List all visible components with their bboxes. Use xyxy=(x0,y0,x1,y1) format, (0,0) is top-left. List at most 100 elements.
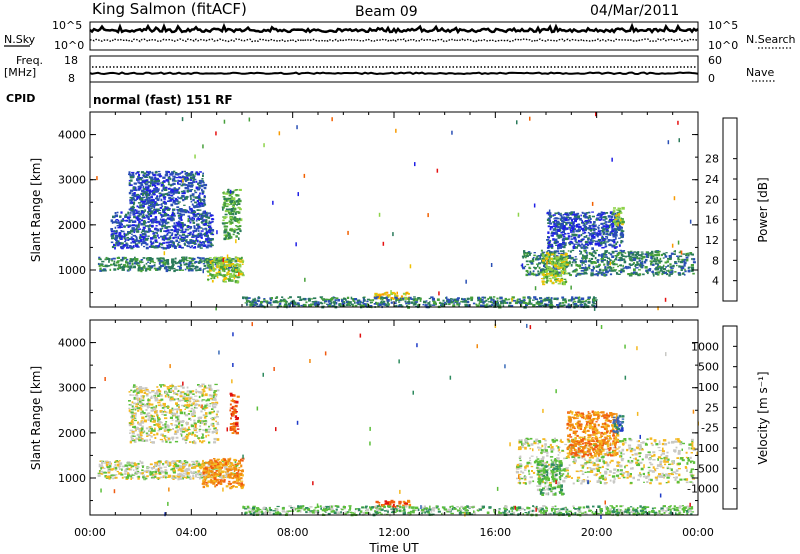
echo-cell xyxy=(288,302,292,306)
echo-cell xyxy=(542,261,545,264)
echo-cell xyxy=(553,257,556,260)
echo-cell xyxy=(199,202,203,205)
echo-cell xyxy=(542,299,544,302)
echo-cell-isolated xyxy=(163,251,166,256)
echo-cell xyxy=(641,260,643,263)
echo-cell xyxy=(177,222,180,226)
echo-cell xyxy=(247,297,251,299)
echo-cell xyxy=(141,210,144,213)
echo-cell xyxy=(564,301,567,304)
echo-cell xyxy=(542,256,545,258)
echo-cell xyxy=(671,271,674,274)
echo-cell xyxy=(587,237,590,240)
echo-cell xyxy=(587,219,590,221)
echo-cell xyxy=(173,177,176,180)
echo-cell xyxy=(386,304,388,308)
echo-cell xyxy=(135,467,137,469)
echo-cell xyxy=(589,225,592,228)
echo-cell xyxy=(554,212,558,215)
echo-cell xyxy=(550,304,554,307)
echo-cell xyxy=(205,245,209,249)
echo-cell xyxy=(571,211,573,214)
echo-cell xyxy=(567,232,570,235)
echo-cell xyxy=(572,211,575,213)
echo-cell xyxy=(132,214,136,216)
echo-cell xyxy=(665,266,667,268)
echo-cell xyxy=(119,235,123,238)
echo-cell xyxy=(196,236,200,238)
echo-cell xyxy=(544,254,548,256)
echo-cell xyxy=(196,476,200,478)
echo-cell xyxy=(560,215,563,219)
echo-cell xyxy=(526,263,530,266)
echo-cell xyxy=(130,176,134,179)
echo-cell xyxy=(125,219,128,222)
echo-cell xyxy=(564,261,567,264)
echo-cell xyxy=(448,303,451,306)
echo-cell xyxy=(208,231,211,233)
echo-cell xyxy=(152,173,156,177)
echo-cell xyxy=(386,299,390,302)
echo-cell xyxy=(234,460,237,463)
echo-cell xyxy=(603,274,607,277)
echo-cell xyxy=(610,216,613,219)
echo-cell xyxy=(234,193,237,196)
echo-cell xyxy=(141,261,144,263)
echo-cell xyxy=(127,225,130,228)
echo-cell xyxy=(604,221,608,223)
echo-cell xyxy=(289,296,292,299)
echo-cell-isolated xyxy=(272,200,274,205)
echo-cell xyxy=(228,220,231,223)
echo-cell xyxy=(562,214,565,216)
echo-cell xyxy=(154,188,158,191)
echo-cell xyxy=(130,475,132,478)
echo-cell xyxy=(121,476,124,479)
echo-cell xyxy=(192,179,195,182)
echo-cell xyxy=(128,262,131,265)
echo-cell xyxy=(142,234,144,236)
echo-cell xyxy=(278,300,282,303)
echo-cell xyxy=(196,188,200,191)
echo-cell xyxy=(100,472,104,475)
echo-cell xyxy=(201,205,205,207)
echo-cell xyxy=(578,296,581,299)
echo-cell xyxy=(294,301,297,304)
echo-cell xyxy=(588,232,592,235)
echo-cell xyxy=(609,231,612,235)
echo-cell xyxy=(132,462,136,465)
echo-cell xyxy=(122,225,125,227)
echo-cell xyxy=(536,263,540,265)
echo-cell xyxy=(122,218,125,221)
echo-cell xyxy=(113,260,116,263)
echo-cell xyxy=(359,302,362,304)
echo-cell xyxy=(632,252,634,254)
echo-cell-isolated xyxy=(390,290,392,295)
echo-cell xyxy=(366,300,369,303)
echo-cell xyxy=(142,476,145,479)
echo-cell xyxy=(369,299,372,302)
echo-cell xyxy=(620,253,624,257)
echo-cell xyxy=(631,253,635,256)
echo-cell xyxy=(118,466,120,469)
echo-cell xyxy=(670,266,672,269)
echo-cell xyxy=(179,180,183,183)
echo-cell xyxy=(138,194,141,197)
echo-cell xyxy=(190,171,193,174)
echo-cell xyxy=(633,271,636,274)
echo-cell xyxy=(638,269,641,271)
echo-cell xyxy=(169,194,173,196)
echo-cell xyxy=(185,256,188,260)
echo-cell xyxy=(125,477,129,480)
echo-cell xyxy=(493,298,495,302)
echo-cell xyxy=(155,178,158,181)
echo-cell xyxy=(197,232,200,236)
echo-cell xyxy=(585,246,588,248)
echo-cell xyxy=(159,214,162,216)
echo-cell xyxy=(588,215,591,218)
echo-cell xyxy=(558,246,562,249)
echo-cell xyxy=(679,255,683,258)
echo-cell xyxy=(139,198,143,201)
echo-cell xyxy=(171,263,175,266)
echo-cell xyxy=(589,242,592,245)
echo-cell xyxy=(600,259,605,262)
